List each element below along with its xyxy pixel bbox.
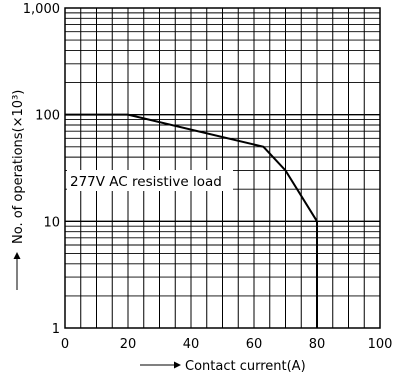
y-tick-label: 1,000: [23, 2, 60, 17]
x-tick-labels: 0 20 40 60 80 100: [61, 337, 393, 352]
x-axis-label: Contact current(A): [185, 359, 306, 374]
x-tick-label: 0: [61, 337, 69, 352]
series-line: [65, 113, 318, 328]
plot-frame: [64, 7, 381, 329]
x-axis-arrow-head: [174, 361, 181, 369]
y-tick-label: 1: [52, 322, 60, 337]
y-axis-label: No. of operations(×10³): [11, 90, 26, 244]
x-tick-label: 100: [368, 337, 393, 352]
x-tick-label: 20: [120, 337, 137, 352]
x-tick-label: 60: [246, 337, 263, 352]
x-axis-title: Contact current(A): [140, 359, 306, 374]
x-tick-label: 40: [183, 337, 200, 352]
y-axis-title: No. of operations(×10³): [11, 90, 26, 290]
annotation-background: [67, 170, 233, 191]
chart-grid: [65, 8, 380, 328]
y-tick-label: 100: [35, 109, 60, 124]
y-tick-labels: 1 10 100 1,000: [23, 2, 60, 337]
x-tick-label: 80: [309, 337, 326, 352]
y-axis-arrow-head: [13, 252, 21, 259]
y-tick-label: 10: [43, 215, 60, 230]
annotation-label: 277V AC resistive load: [70, 174, 222, 190]
